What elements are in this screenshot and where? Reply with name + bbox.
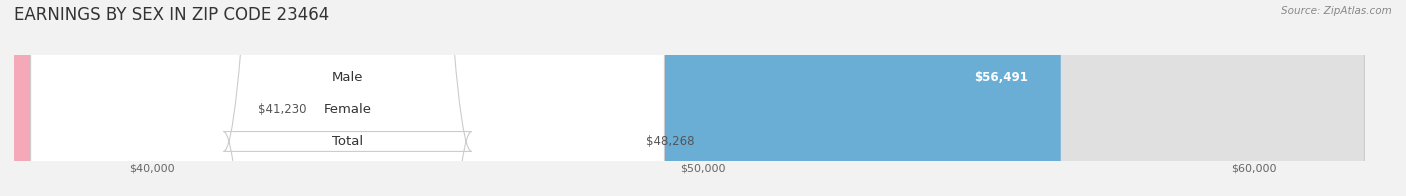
Text: $56,491: $56,491: [974, 71, 1028, 84]
FancyBboxPatch shape: [42, 0, 1364, 196]
Text: Male: Male: [332, 71, 363, 84]
FancyBboxPatch shape: [31, 0, 665, 196]
FancyBboxPatch shape: [42, 0, 1364, 196]
Text: EARNINGS BY SEX IN ZIP CODE 23464: EARNINGS BY SEX IN ZIP CODE 23464: [14, 6, 329, 24]
FancyBboxPatch shape: [42, 0, 1060, 196]
FancyBboxPatch shape: [31, 0, 665, 196]
Text: Source: ZipAtlas.com: Source: ZipAtlas.com: [1281, 6, 1392, 16]
Text: Female: Female: [323, 103, 371, 116]
FancyBboxPatch shape: [42, 0, 1364, 196]
Text: Total: Total: [332, 135, 363, 148]
FancyBboxPatch shape: [42, 0, 607, 196]
FancyBboxPatch shape: [31, 0, 665, 196]
Text: $48,268: $48,268: [647, 135, 695, 148]
FancyBboxPatch shape: [0, 0, 482, 196]
Text: $41,230: $41,230: [259, 103, 307, 116]
